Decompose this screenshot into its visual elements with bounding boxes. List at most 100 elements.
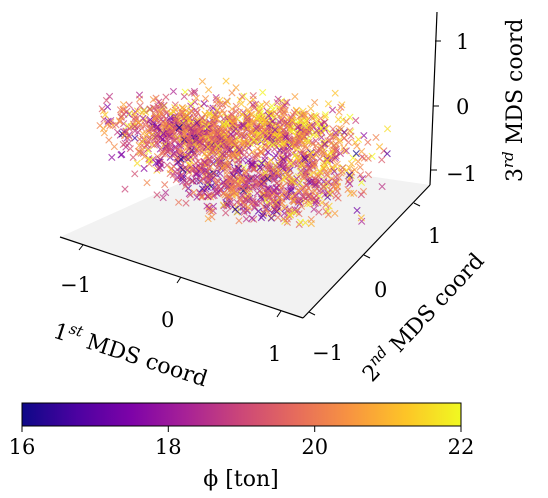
scatter-point	[353, 206, 361, 215]
scatter-point	[315, 208, 323, 216]
scatter-point	[205, 203, 213, 211]
scatter-point	[169, 126, 177, 134]
scatter-point	[286, 211, 294, 219]
scatter-point	[291, 141, 299, 150]
scatter-point	[138, 109, 147, 117]
scatter-point	[223, 185, 232, 193]
y-tick-label: 0	[374, 278, 387, 302]
scatter-point	[162, 142, 170, 150]
scatter-point	[329, 125, 337, 133]
scatter-point	[338, 167, 346, 175]
scatter-point	[171, 150, 179, 159]
scatter-point	[277, 151, 285, 159]
scatter-point	[326, 166, 334, 174]
scatter-point	[298, 130, 306, 138]
scatter-point	[296, 218, 305, 226]
scatter-point	[364, 138, 372, 146]
scatter-point	[205, 204, 213, 212]
scatter-point	[312, 197, 320, 205]
scatter-point	[291, 192, 299, 200]
scatter-point	[264, 188, 272, 196]
scatter-point	[135, 91, 144, 99]
scatter-point	[169, 87, 178, 96]
scatter-point	[327, 154, 335, 162]
scatter-point	[233, 190, 241, 198]
scatter-point	[240, 206, 248, 215]
scatter-point	[171, 104, 179, 112]
scatter-point	[192, 177, 200, 185]
scatter-point	[262, 100, 271, 108]
scatter-point	[300, 122, 308, 130]
scatter-point	[121, 185, 129, 193]
scatter-point	[98, 105, 106, 113]
scatter-point	[347, 171, 355, 180]
scatter-point	[283, 152, 291, 160]
scatter-point	[219, 150, 227, 158]
scatter-point	[322, 207, 330, 215]
scatter-points	[96, 77, 392, 229]
scatter-point	[106, 122, 114, 130]
scatter-point	[335, 174, 343, 182]
scatter-point	[317, 133, 326, 141]
scatter-point	[280, 147, 288, 155]
x-axis-label: 1st MDS coord	[50, 315, 211, 392]
scatter-point	[352, 149, 360, 158]
scatter-point	[146, 136, 154, 144]
scatter-point	[285, 143, 294, 151]
colorbar-tick-label: 18	[155, 435, 182, 459]
scatter-point	[151, 114, 159, 122]
scatter-point	[193, 193, 201, 201]
scatter-point	[222, 146, 231, 154]
scatter-point	[194, 157, 202, 165]
scatter-point	[331, 89, 339, 97]
scatter-point	[345, 171, 354, 179]
scatter-point	[142, 118, 150, 127]
scatter-point	[320, 182, 328, 190]
x-tick-mark	[78, 244, 84, 251]
scatter-point	[243, 115, 251, 124]
scatter-point	[220, 128, 228, 136]
scatter-point	[293, 123, 301, 131]
scatter-point	[105, 92, 114, 100]
scatter-point	[293, 175, 301, 183]
scatter-point	[193, 119, 201, 127]
scatter-point	[281, 98, 289, 107]
scatter-point	[309, 131, 317, 139]
scatter-point	[253, 173, 261, 181]
scatter-point	[200, 158, 208, 166]
scatter-point	[139, 106, 148, 115]
scatter-point	[117, 113, 125, 121]
scatter-point	[328, 106, 337, 114]
scatter-point	[340, 134, 348, 142]
scatter-point	[251, 137, 259, 145]
scatter-point	[204, 143, 212, 151]
x-tick-label: −1	[60, 273, 91, 297]
z-axis-ticks	[431, 40, 441, 171]
scatter-point	[248, 162, 256, 170]
scatter-point	[214, 142, 222, 150]
y-axis-ticks	[308, 202, 421, 316]
scatter-point	[110, 143, 118, 151]
scatter-point	[322, 167, 330, 176]
scatter-point	[301, 111, 309, 119]
scatter-point	[276, 187, 285, 195]
scatter-point	[156, 164, 164, 172]
scatter-point	[273, 133, 281, 141]
scatter-point	[203, 152, 211, 160]
scatter-point	[236, 194, 244, 203]
scatter-point	[181, 182, 189, 191]
scatter-point	[101, 111, 109, 119]
scatter-point	[282, 193, 291, 201]
scatter-point	[174, 146, 183, 154]
scatter-point	[143, 179, 151, 187]
scatter-point	[357, 214, 365, 222]
scatter-point	[344, 186, 352, 194]
scatter-point	[143, 140, 151, 148]
scatter-point	[238, 130, 246, 138]
scatter-point	[154, 123, 162, 131]
scatter-point	[228, 121, 236, 130]
scatter-point	[181, 164, 189, 172]
scatter-point	[235, 217, 243, 225]
scatter-point	[359, 187, 368, 196]
scatter-point	[146, 116, 154, 124]
